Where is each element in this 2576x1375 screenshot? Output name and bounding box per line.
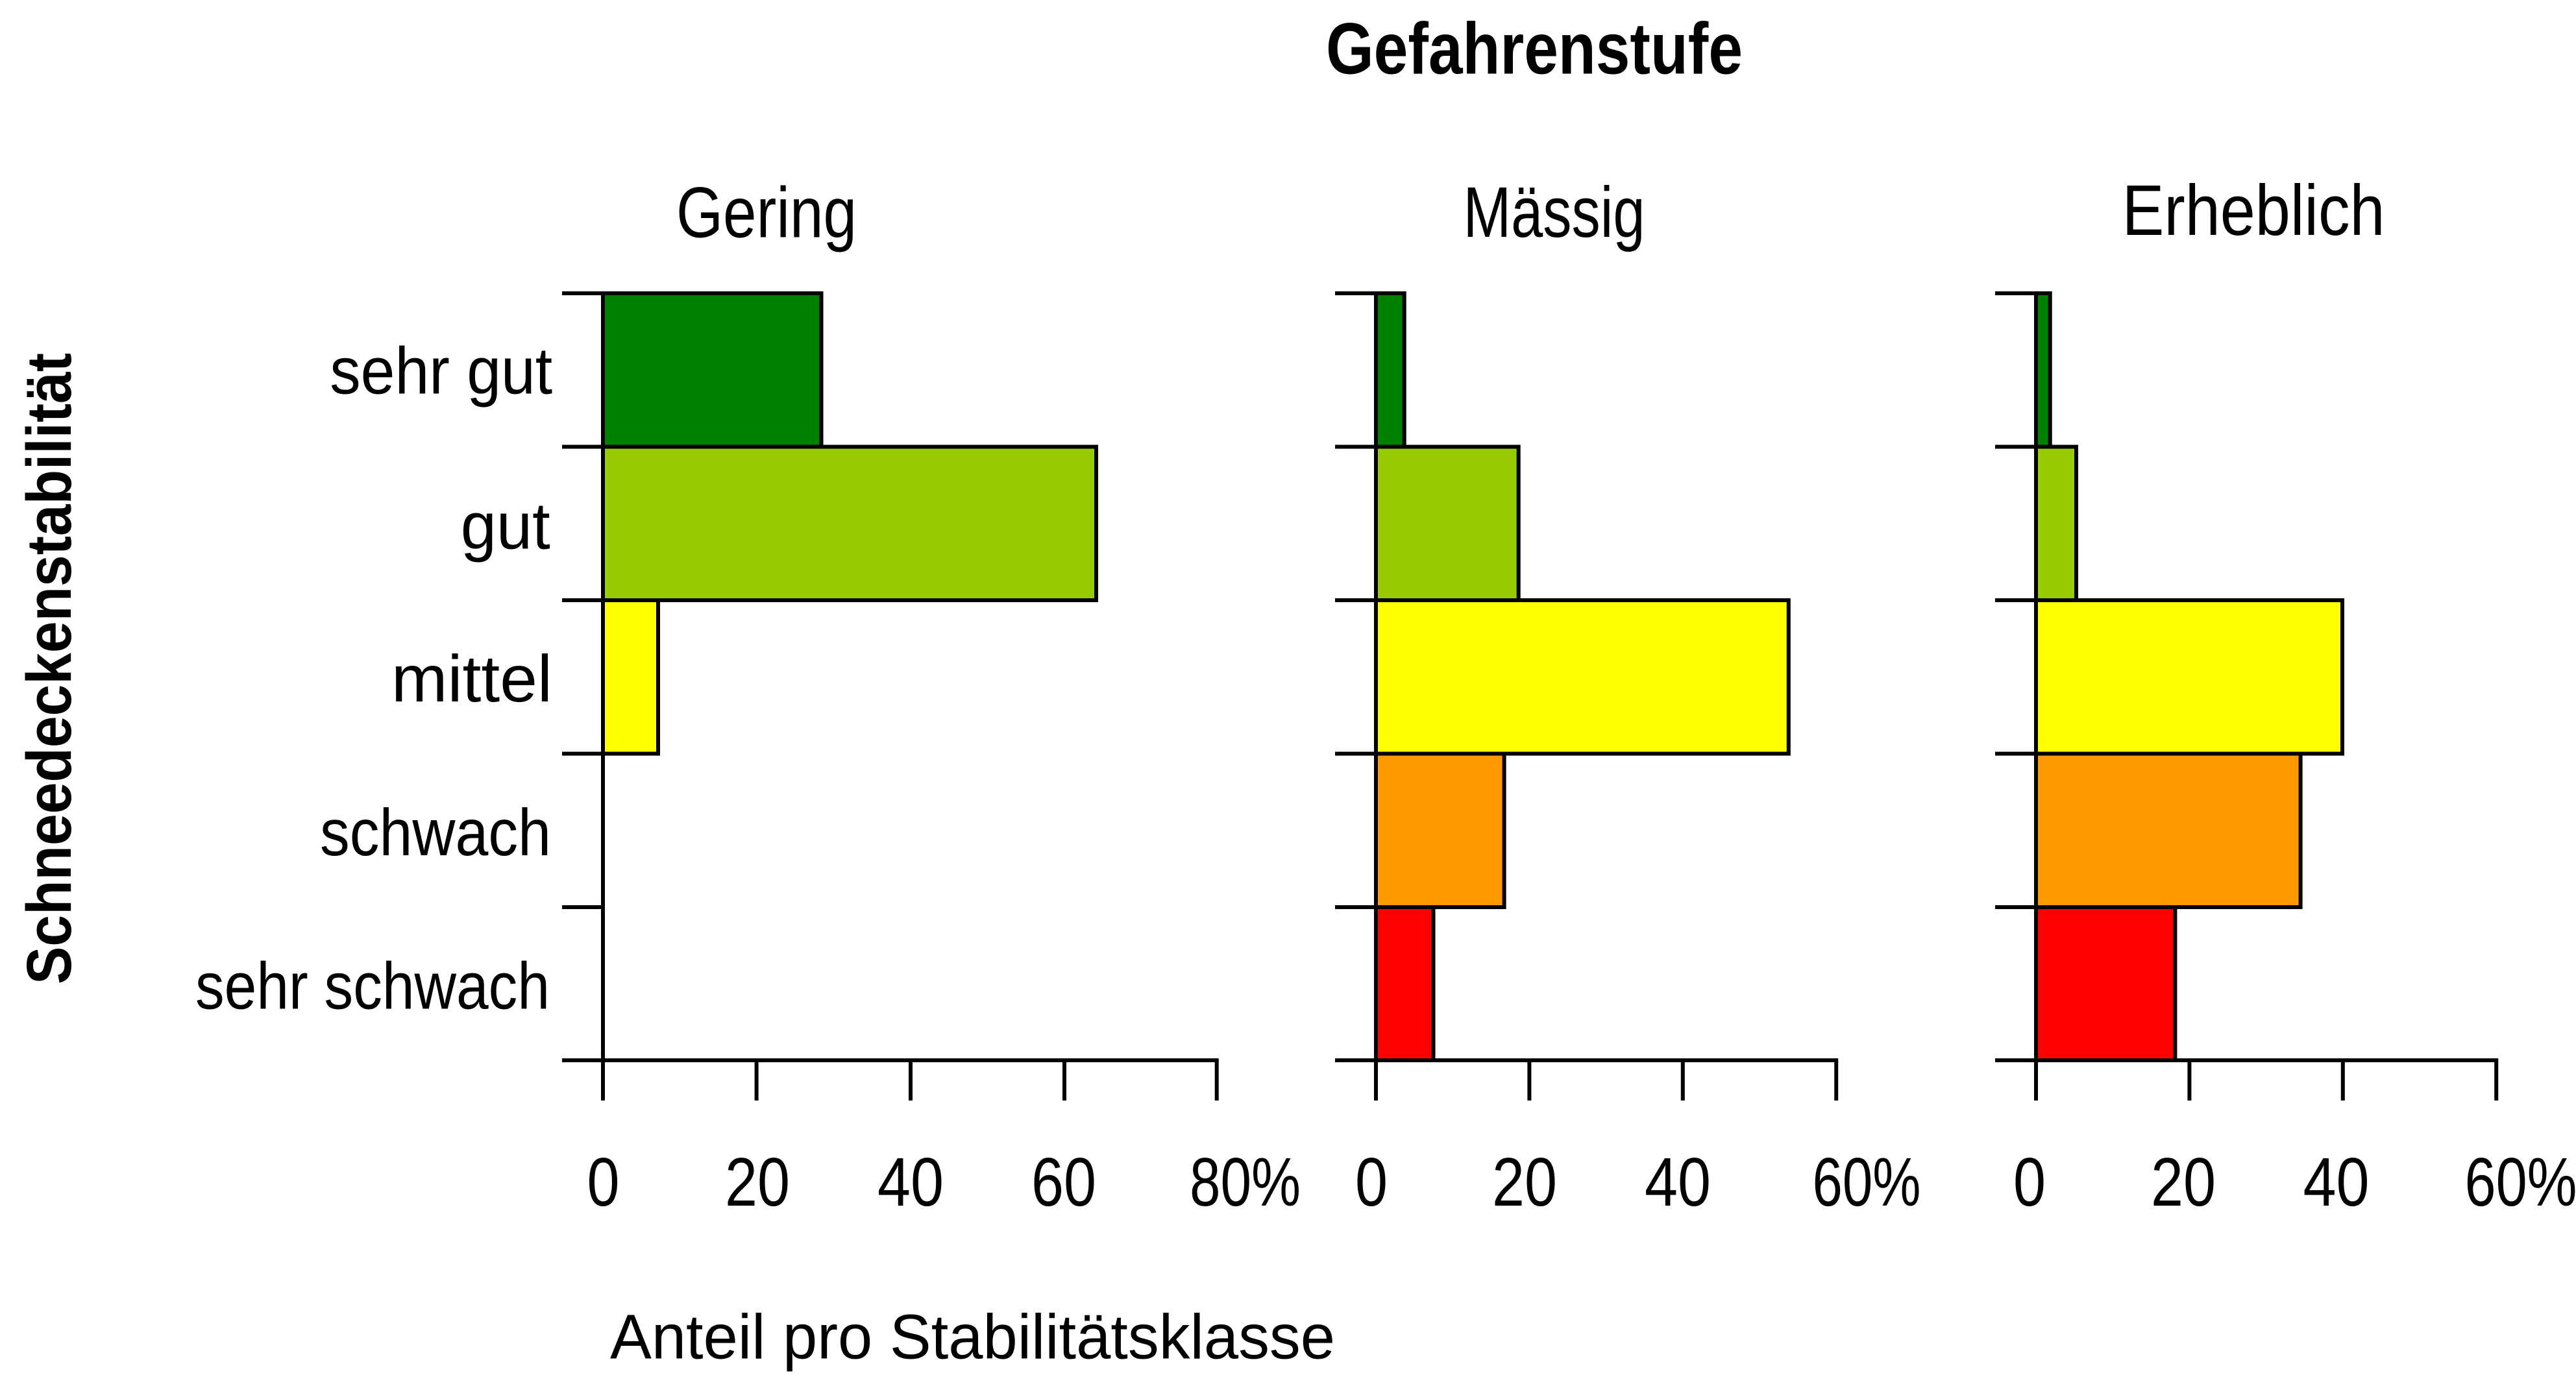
svg-text:40: 40 [877, 1144, 944, 1221]
svg-text:mittel: mittel [391, 642, 552, 716]
svg-text:20: 20 [2151, 1144, 2216, 1221]
svg-text:60%: 60% [2465, 1144, 2576, 1221]
svg-text:Anteil pro Stabilitätsklasse: Anteil pro Stabilitätsklasse [610, 1302, 1335, 1372]
svg-text:gut: gut [461, 489, 550, 563]
svg-text:40: 40 [2303, 1144, 2370, 1221]
svg-text:sehr gut: sehr gut [330, 334, 552, 408]
svg-text:schwach: schwach [320, 796, 551, 870]
svg-text:60: 60 [1031, 1144, 1096, 1221]
svg-text:Schneedeckenstabilität: Schneedeckenstabilität [14, 353, 84, 984]
svg-text:20: 20 [725, 1144, 790, 1221]
svg-text:0: 0 [2013, 1144, 2046, 1221]
svg-text:0: 0 [1355, 1144, 1388, 1221]
svg-text:60%: 60% [1813, 1144, 1921, 1221]
svg-text:0: 0 [587, 1144, 620, 1221]
svg-text:Gering: Gering [676, 173, 857, 253]
svg-text:Gefahrenstufe: Gefahrenstufe [1326, 8, 1743, 90]
svg-text:Mässig: Mässig [1464, 173, 1645, 252]
svg-text:20: 20 [1492, 1144, 1557, 1221]
svg-text:40: 40 [1645, 1144, 1711, 1221]
svg-text:Erheblich: Erheblich [2122, 171, 2385, 250]
svg-text:80%: 80% [1190, 1144, 1301, 1221]
svg-text:sehr schwach: sehr schwach [195, 949, 550, 1023]
